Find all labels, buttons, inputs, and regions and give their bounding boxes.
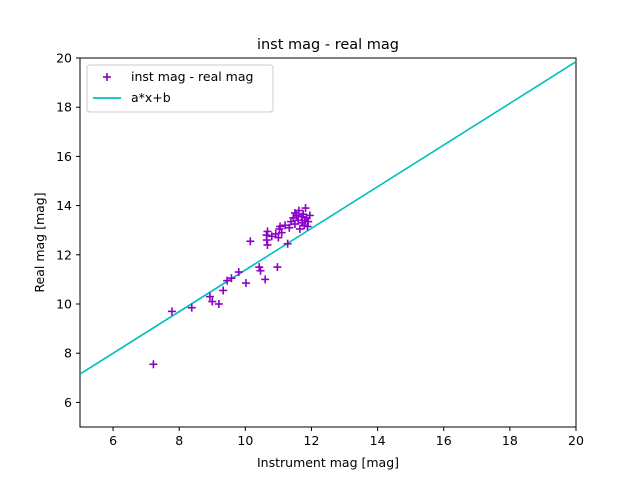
x-tick-label: 16 [436, 433, 452, 448]
x-axis-label: Instrument mag [mag] [257, 455, 399, 470]
data-point [305, 211, 314, 220]
x-tick-label: 10 [237, 433, 253, 448]
data-point [219, 286, 228, 295]
fit-line [79, 61, 577, 375]
y-tick-label: 12 [56, 247, 72, 262]
y-tick-label: 10 [56, 297, 72, 312]
data-point [301, 204, 310, 213]
data-point [276, 222, 285, 231]
data-point [227, 274, 236, 283]
data-point [273, 263, 282, 272]
y-axis-ticks: 6 8 10 12 14 16 18 20 [56, 51, 80, 410]
y-tick-label: 8 [64, 346, 72, 361]
data-point [294, 206, 303, 215]
data-point [208, 297, 217, 306]
x-tick-label: 14 [370, 433, 386, 448]
data-point [292, 211, 301, 220]
legend-plus-icon [103, 73, 111, 81]
data-point [187, 303, 196, 312]
scatter-points-layer [149, 204, 314, 369]
data-point [214, 300, 223, 308]
data-point [246, 237, 255, 246]
data-point [281, 221, 290, 230]
y-tick-label: 6 [64, 395, 72, 410]
x-tick-label: 20 [568, 433, 584, 448]
legend-label-line: a*x+b [131, 90, 171, 105]
x-axis-ticks: 6 8 10 12 14 16 18 20 [109, 427, 584, 448]
x-tick-label: 8 [175, 433, 183, 448]
data-point [263, 227, 272, 236]
y-tick-label: 16 [56, 149, 72, 164]
x-tick-label: 18 [502, 433, 518, 448]
chart-title: inst mag - real mag [257, 37, 399, 53]
data-point [234, 268, 243, 277]
y-tick-label: 18 [56, 100, 72, 115]
data-point [256, 266, 265, 275]
data-point [295, 224, 304, 233]
legend: inst mag - real mag a*x+b [86, 64, 274, 113]
data-point [255, 263, 264, 272]
legend-marker-scatter [103, 73, 111, 81]
fit-line-layer [79, 61, 577, 375]
data-point [262, 231, 271, 240]
data-point [241, 279, 250, 288]
data-point [167, 307, 176, 316]
data-point [205, 292, 214, 301]
plot-area [79, 57, 577, 428]
y-tick-label: 20 [56, 51, 72, 66]
data-point [261, 275, 270, 284]
data-point [149, 360, 158, 369]
x-tick-label: 12 [304, 433, 320, 448]
data-point [283, 239, 292, 248]
legend-label-scatter: inst mag - real mag [131, 69, 253, 84]
data-point [285, 223, 294, 232]
data-point [274, 233, 283, 242]
x-tick-label: 6 [109, 433, 117, 448]
legend-box [86, 64, 274, 113]
data-point [223, 276, 232, 285]
y-axis-label: Real mag [mag] [32, 192, 47, 292]
y-tick-label: 14 [56, 198, 72, 213]
data-point [277, 228, 286, 237]
data-point [263, 240, 272, 249]
data-point [304, 217, 313, 226]
